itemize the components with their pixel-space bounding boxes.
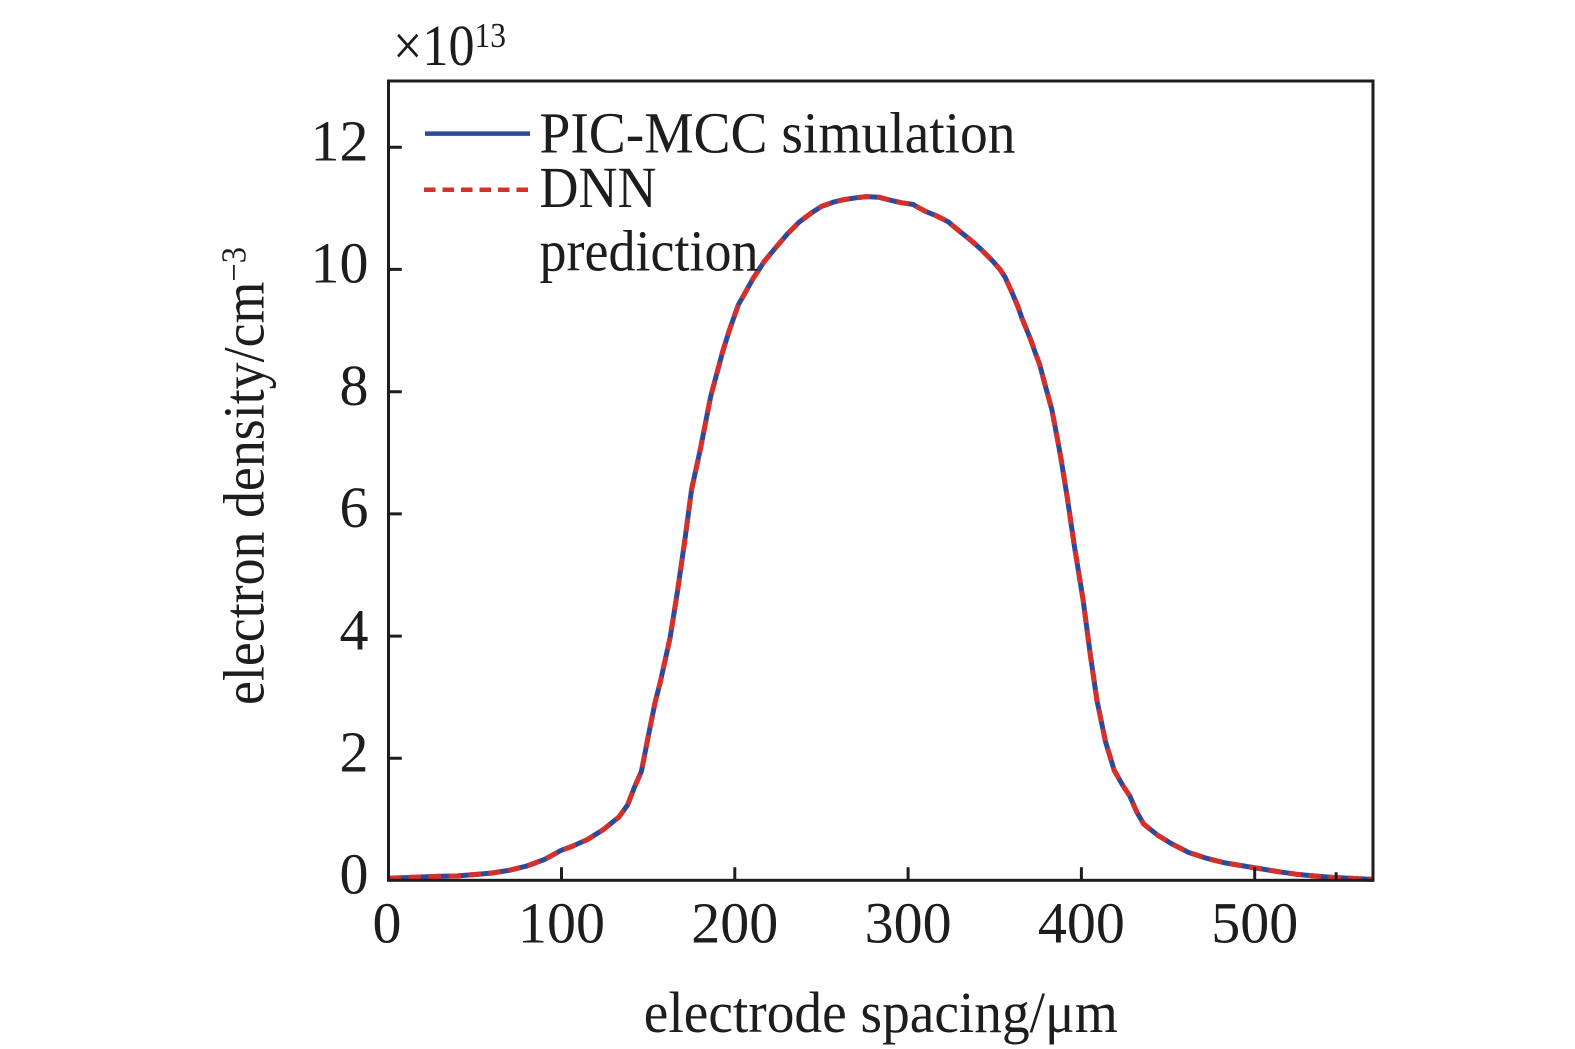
svg-text:8: 8 — [340, 353, 369, 418]
svg-text:0: 0 — [340, 842, 369, 907]
svg-text:100: 100 — [518, 891, 605, 956]
svg-text:PIC-MCC simulation: PIC-MCC simulation — [540, 100, 1016, 165]
svg-text:prediction: prediction — [540, 219, 759, 284]
svg-text:2: 2 — [340, 720, 369, 785]
svg-text:400: 400 — [1038, 891, 1125, 956]
svg-text:electron density/cm−3: electron density/cm−3 — [212, 247, 277, 705]
svg-text:4: 4 — [340, 597, 369, 662]
svg-text:300: 300 — [865, 891, 952, 956]
svg-text:DNN: DNN — [540, 155, 657, 220]
svg-text:electrode spacing/μm: electrode spacing/μm — [644, 980, 1118, 1045]
svg-text:×1013: ×1013 — [393, 13, 506, 78]
svg-text:10: 10 — [311, 231, 369, 296]
svg-text:12: 12 — [311, 109, 369, 174]
svg-text:0: 0 — [373, 891, 402, 956]
svg-text:500: 500 — [1211, 891, 1298, 956]
svg-text:6: 6 — [340, 475, 369, 540]
svg-text:200: 200 — [691, 891, 778, 956]
